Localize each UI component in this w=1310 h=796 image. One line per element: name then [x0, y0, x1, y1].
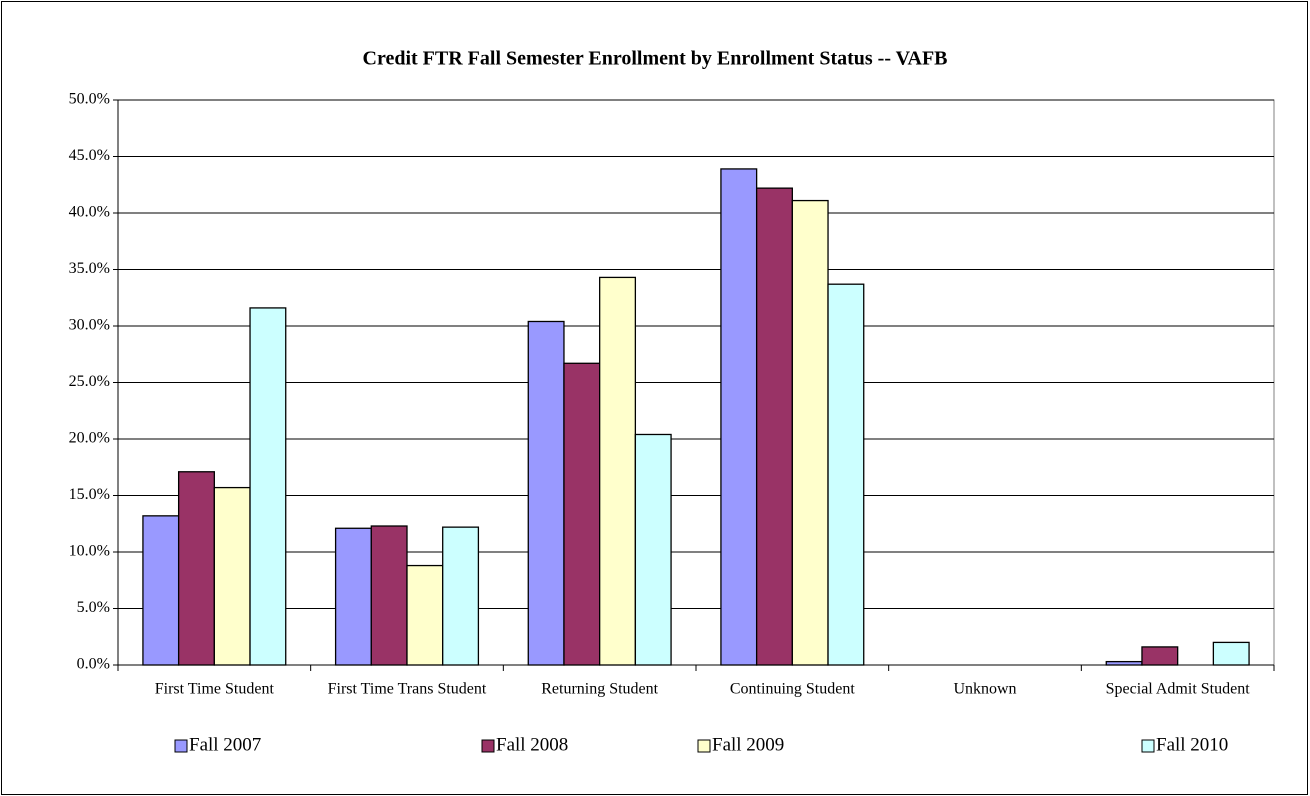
y-tick-label: 50.0% [69, 91, 110, 108]
legend-swatch [481, 739, 495, 753]
bar [177, 471, 215, 666]
x-tick-label: Unknown [953, 681, 1016, 698]
y-tick-label: 10.0% [69, 543, 110, 560]
bar [527, 320, 565, 666]
chart-title: Credit FTR Fall Semester Enrollment by E… [363, 48, 948, 70]
bar [334, 527, 372, 666]
y-tick-label: 25.0% [69, 373, 110, 390]
bar [1212, 641, 1250, 666]
bar [720, 168, 758, 666]
y-tick-label: 45.0% [69, 147, 110, 164]
y-tick-label: 30.0% [69, 317, 110, 334]
bar [1105, 660, 1143, 666]
legend-swatch [174, 739, 188, 753]
x-tick-label: Returning Student [541, 681, 658, 698]
y-tick-label: 0.0% [77, 656, 110, 673]
legend-label: Fall 2007 [189, 734, 261, 755]
bar [634, 433, 672, 666]
bar [827, 283, 865, 666]
bar [406, 564, 444, 666]
bar [755, 187, 793, 666]
legend-label: Fall 2010 [1156, 734, 1228, 755]
bar [563, 362, 601, 666]
bar [1141, 646, 1179, 666]
bar [213, 486, 251, 666]
x-tick-label: Continuing Student [730, 681, 855, 698]
legend-swatch [1141, 739, 1155, 753]
y-tick-label: 40.0% [69, 204, 110, 221]
x-tick-label: Special Admit Student [1106, 681, 1251, 698]
bar [791, 199, 829, 666]
y-tick-label: 35.0% [69, 260, 110, 277]
y-tick-label: 20.0% [69, 430, 110, 447]
x-tick-label: First Time Trans Student [328, 681, 487, 698]
bar [370, 525, 408, 666]
bar [442, 526, 480, 666]
legend-swatch [697, 739, 711, 753]
bar [142, 515, 180, 666]
legend-label: Fall 2008 [496, 734, 568, 755]
y-tick-label: 5.0% [77, 599, 110, 616]
bar [249, 307, 287, 666]
bar [599, 276, 637, 666]
y-tick-label: 15.0% [69, 486, 110, 503]
legend-label: Fall 2009 [712, 734, 784, 755]
x-tick-label: First Time Student [155, 681, 275, 698]
